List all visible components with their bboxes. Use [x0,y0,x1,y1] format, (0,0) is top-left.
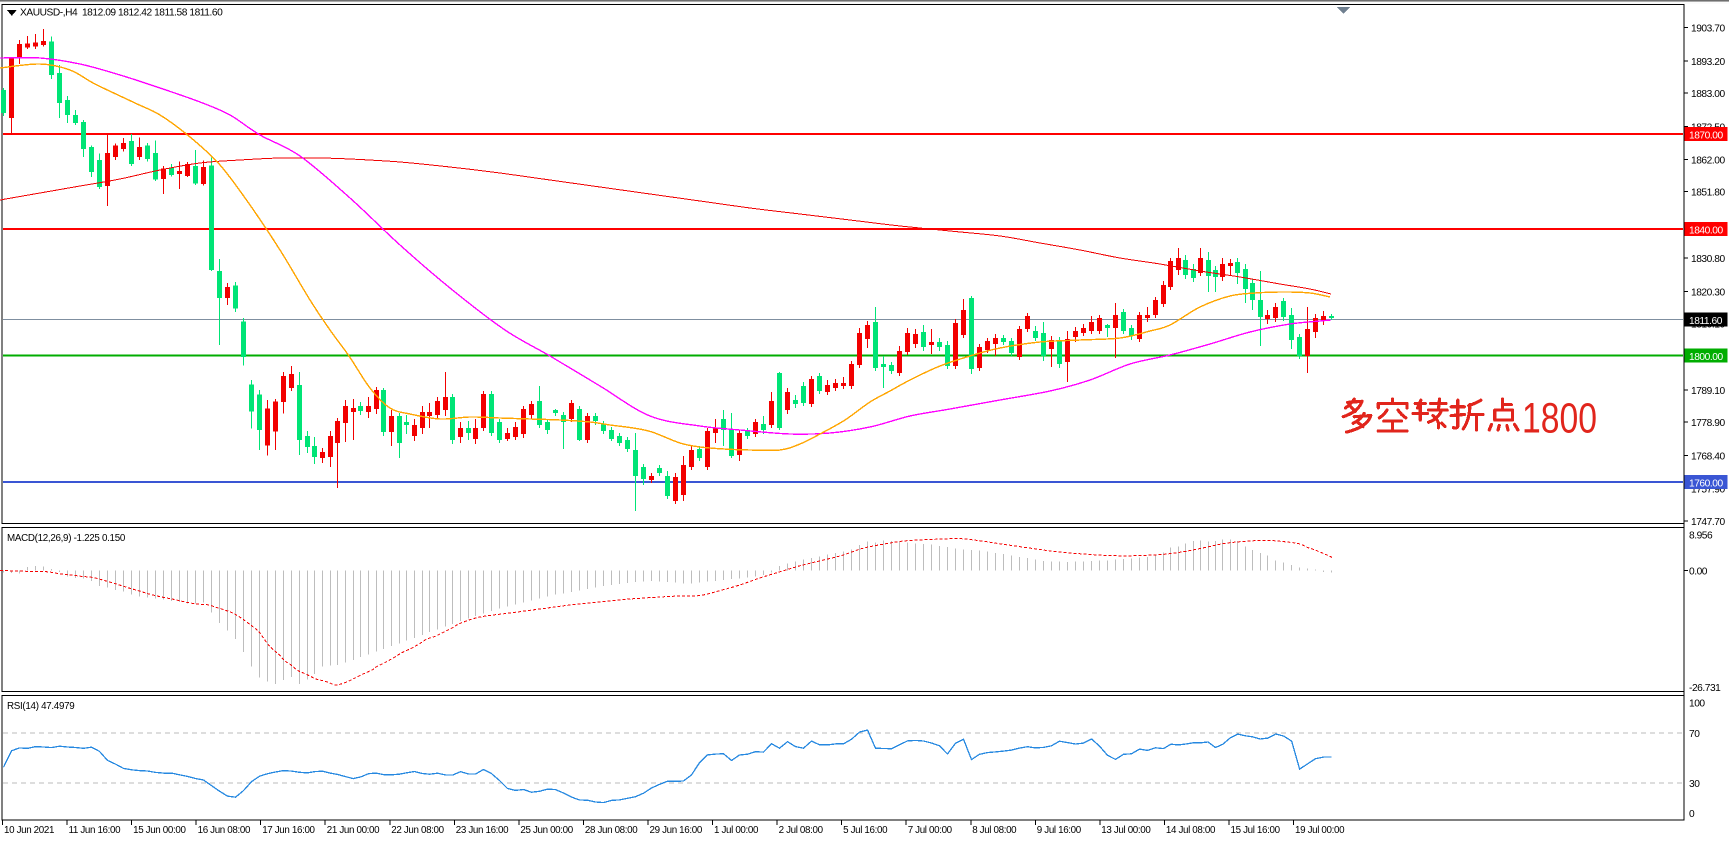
svg-text:1830.80: 1830.80 [1691,254,1725,265]
svg-text:29 Jun 16:00: 29 Jun 16:00 [650,825,703,836]
svg-text:21 Jun 00:00: 21 Jun 00:00 [327,825,380,836]
svg-text:1789.10: 1789.10 [1691,386,1725,397]
svg-text:5 Jul 16:00: 5 Jul 16:00 [843,825,888,836]
svg-text:1820.30: 1820.30 [1691,287,1725,298]
svg-text:1862.00: 1862.00 [1691,156,1725,167]
svg-text:14 Jul 08:00: 14 Jul 08:00 [1166,825,1216,836]
svg-text:16 Jun 08:00: 16 Jun 08:00 [198,825,251,836]
svg-text:1870.00: 1870.00 [1689,131,1723,142]
svg-text:22 Jun 08:00: 22 Jun 08:00 [391,825,444,836]
svg-text:1 Jul 00:00: 1 Jul 00:00 [714,825,759,836]
svg-text:RSI(14) 47.4979: RSI(14) 47.4979 [7,701,74,712]
svg-text:9 Jul 16:00: 9 Jul 16:00 [1037,825,1082,836]
svg-text:1893.20: 1893.20 [1691,57,1725,68]
svg-text:1883.00: 1883.00 [1691,89,1725,100]
svg-text:19 Jul 00:00: 19 Jul 00:00 [1295,825,1345,836]
svg-text:28 Jun 08:00: 28 Jun 08:00 [585,825,638,836]
svg-text:100: 100 [1689,699,1705,710]
svg-text:10 Jun 2021: 10 Jun 2021 [4,825,54,836]
svg-text:25 Jun 00:00: 25 Jun 00:00 [520,825,573,836]
svg-text:11 Jun 16:00: 11 Jun 16:00 [69,825,122,836]
svg-text:1800.00: 1800.00 [1689,352,1723,363]
svg-text:1757.90: 1757.90 [1691,485,1725,496]
svg-text:8.956: 8.956 [1689,531,1713,542]
svg-text:15 Jun 00:00: 15 Jun 00:00 [133,825,186,836]
svg-text:8 Jul 08:00: 8 Jul 08:00 [972,825,1017,836]
svg-text:0: 0 [1689,809,1695,820]
svg-text:1760.00: 1760.00 [1689,479,1723,490]
svg-text:-26.731: -26.731 [1689,683,1721,694]
svg-text:13 Jul 00:00: 13 Jul 00:00 [1101,825,1151,836]
svg-text:XAUUSD-,H4 1812.09 1812.42 18: XAUUSD-,H4 1812.09 1812.42 1811.58 1811.… [20,8,223,19]
svg-text:23 Jun 16:00: 23 Jun 16:00 [456,825,509,836]
svg-text:1747.70: 1747.70 [1691,517,1725,528]
svg-text:17 Jun 16:00: 17 Jun 16:00 [262,825,315,836]
svg-text:1840.00: 1840.00 [1689,226,1723,237]
svg-text:1800: 1800 [1522,395,1597,443]
svg-text:15 Jul 16:00: 15 Jul 16:00 [1231,825,1281,836]
svg-text:70: 70 [1689,729,1700,740]
svg-text:1778.90: 1778.90 [1691,418,1725,429]
svg-text:2 Jul 08:00: 2 Jul 08:00 [779,825,824,836]
svg-text:1903.70: 1903.70 [1691,24,1725,35]
svg-text:0.00: 0.00 [1689,567,1708,578]
svg-text:30: 30 [1689,779,1700,790]
svg-text:1768.40: 1768.40 [1691,451,1725,462]
svg-text:7 Jul 00:00: 7 Jul 00:00 [908,825,953,836]
svg-text:1811.60: 1811.60 [1689,316,1723,327]
svg-text:MACD(12,26,9) -1.225 0.150: MACD(12,26,9) -1.225 0.150 [7,533,126,544]
svg-text:1851.80: 1851.80 [1691,188,1725,199]
